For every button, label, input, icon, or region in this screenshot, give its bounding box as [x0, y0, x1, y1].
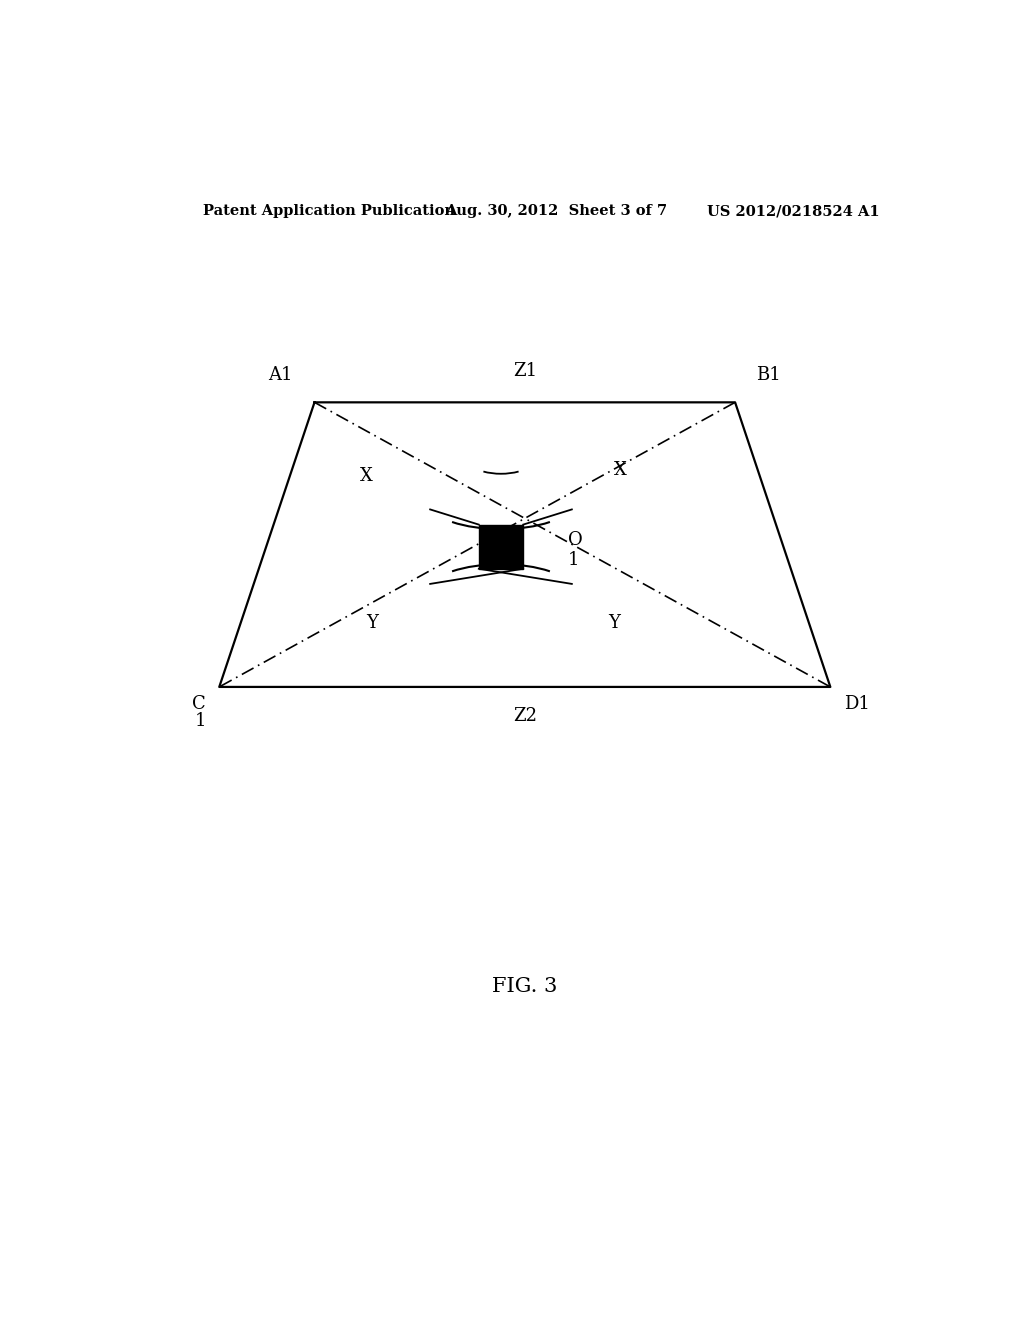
Text: Z1: Z1: [513, 362, 537, 380]
Text: 1: 1: [195, 713, 206, 730]
Text: Aug. 30, 2012  Sheet 3 of 7: Aug. 30, 2012 Sheet 3 of 7: [445, 205, 668, 218]
Text: B1: B1: [757, 366, 781, 384]
Text: C: C: [193, 696, 206, 713]
Text: D1: D1: [844, 696, 869, 713]
Text: X: X: [359, 466, 373, 484]
Text: O: O: [567, 531, 583, 549]
Text: US 2012/0218524 A1: US 2012/0218524 A1: [708, 205, 880, 218]
Text: A1: A1: [268, 366, 293, 384]
Text: Y: Y: [367, 614, 378, 632]
Text: 1: 1: [567, 550, 580, 569]
Text: Y: Y: [608, 614, 620, 632]
Bar: [479, 524, 523, 569]
Text: Patent Application Publication: Patent Application Publication: [204, 205, 456, 218]
Text: X: X: [613, 462, 627, 479]
Text: FIG. 3: FIG. 3: [493, 977, 557, 997]
Text: Z2: Z2: [513, 708, 537, 725]
